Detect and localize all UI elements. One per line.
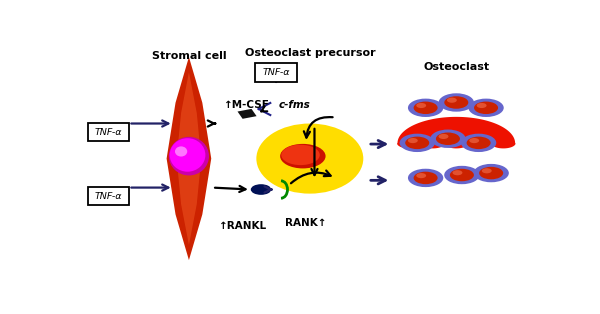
Circle shape bbox=[447, 98, 457, 103]
Circle shape bbox=[469, 99, 504, 117]
Circle shape bbox=[482, 168, 492, 173]
Text: ↑RANKL: ↑RANKL bbox=[219, 221, 267, 231]
Circle shape bbox=[467, 137, 491, 149]
Text: TNF-α: TNF-α bbox=[95, 192, 122, 201]
Circle shape bbox=[479, 167, 503, 179]
Text: Osteoclast: Osteoclast bbox=[423, 62, 490, 72]
Text: ↑M-CSF: ↑M-CSF bbox=[224, 100, 269, 110]
Ellipse shape bbox=[280, 144, 326, 168]
Circle shape bbox=[405, 137, 429, 149]
Text: Osteoclast precursor: Osteoclast precursor bbox=[245, 48, 375, 58]
Circle shape bbox=[408, 99, 443, 117]
Polygon shape bbox=[176, 72, 201, 245]
Text: Stromal cell: Stromal cell bbox=[152, 51, 226, 61]
Ellipse shape bbox=[169, 137, 209, 176]
Circle shape bbox=[416, 103, 426, 108]
Ellipse shape bbox=[175, 146, 187, 157]
Polygon shape bbox=[167, 57, 211, 260]
Circle shape bbox=[450, 169, 474, 181]
Circle shape bbox=[474, 101, 498, 114]
Circle shape bbox=[430, 130, 466, 148]
Circle shape bbox=[469, 138, 479, 143]
Circle shape bbox=[476, 103, 487, 108]
Circle shape bbox=[452, 170, 463, 175]
Circle shape bbox=[413, 101, 437, 114]
Polygon shape bbox=[238, 109, 257, 119]
Circle shape bbox=[439, 93, 474, 112]
FancyBboxPatch shape bbox=[256, 63, 297, 82]
Circle shape bbox=[400, 134, 435, 152]
Circle shape bbox=[408, 169, 443, 187]
Text: TNF-α: TNF-α bbox=[95, 128, 122, 137]
Text: c-fms: c-fms bbox=[278, 100, 310, 110]
Circle shape bbox=[436, 133, 460, 145]
Text: RANK↑: RANK↑ bbox=[285, 218, 326, 228]
Text: TNF-α: TNF-α bbox=[262, 68, 290, 77]
Circle shape bbox=[444, 166, 479, 184]
FancyBboxPatch shape bbox=[88, 187, 130, 205]
Circle shape bbox=[461, 134, 496, 152]
Circle shape bbox=[444, 96, 469, 109]
Polygon shape bbox=[397, 117, 515, 149]
Ellipse shape bbox=[281, 145, 320, 165]
Circle shape bbox=[408, 138, 418, 143]
Ellipse shape bbox=[256, 123, 364, 194]
Circle shape bbox=[416, 173, 426, 178]
FancyBboxPatch shape bbox=[88, 123, 130, 141]
Circle shape bbox=[251, 184, 271, 195]
Circle shape bbox=[439, 134, 448, 139]
Circle shape bbox=[413, 172, 437, 184]
Ellipse shape bbox=[170, 138, 205, 172]
Circle shape bbox=[473, 164, 509, 182]
